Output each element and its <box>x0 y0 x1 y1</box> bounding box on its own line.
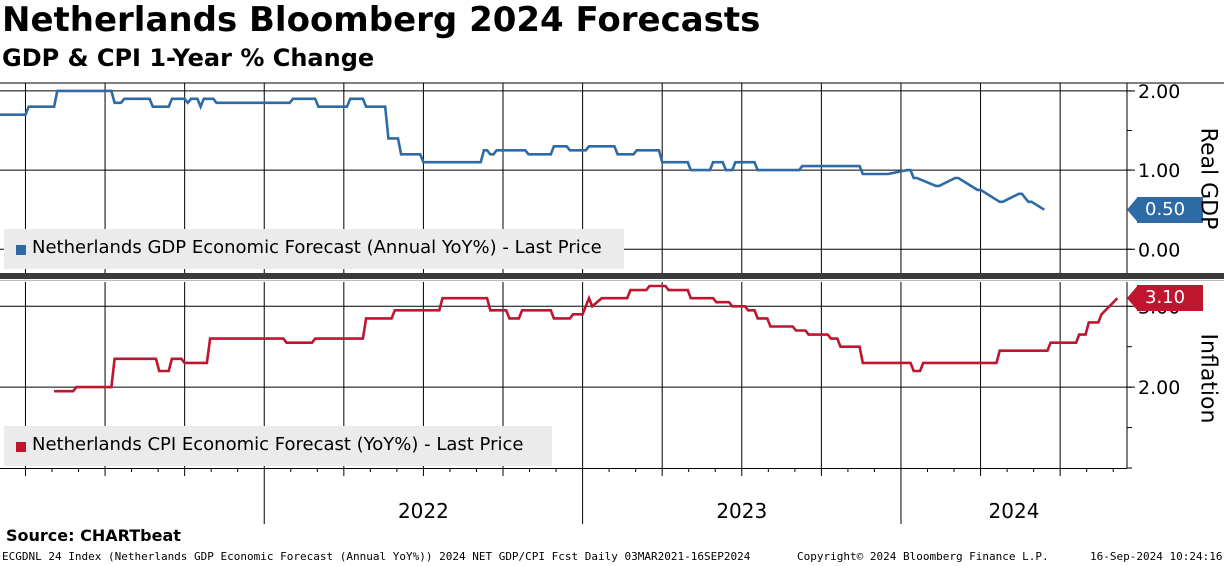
legend-gdp-label: Netherlands GDP Economic Forecast (Annua… <box>32 237 602 258</box>
legend-gdp-swatch <box>16 245 26 255</box>
x-year-label: 2023 <box>716 499 767 523</box>
chart-subtitle: GDP & CPI 1-Year % Change <box>2 44 375 72</box>
y-tick-label: 1.00 <box>1138 160 1180 182</box>
legend-cpi: Netherlands CPI Economic Forecast (YoY%)… <box>4 426 552 466</box>
gdp-axis-title: Real GDP <box>1195 127 1221 229</box>
panel-separator <box>0 273 1224 279</box>
gdp-series-line <box>0 89 1045 211</box>
footer-index-info: ECGDNL 24 Index (Netherlands GDP Economi… <box>2 550 751 563</box>
legend-gdp: Netherlands GDP Economic Forecast (Annua… <box>4 229 624 269</box>
last-value-arrow <box>1127 196 1138 223</box>
cpi-axis-title: Inflation <box>1195 333 1221 423</box>
legend-cpi-swatch <box>16 442 26 452</box>
last-value-arrow <box>1127 285 1138 312</box>
footer-copyright: Copyright© 2024 Bloomberg Finance L.P. <box>797 550 1049 563</box>
cpi-series-line <box>54 284 1119 393</box>
cpi-last-value-tag: 3.10 <box>1137 285 1203 312</box>
y-tick-label: 2.00 <box>1138 377 1180 399</box>
y-tick-label: 2.00 <box>1138 81 1180 103</box>
source-note: Source: CHARTbeat <box>6 526 181 545</box>
footer-timestamp: 16-Sep-2024 10:24:16 <box>1090 550 1223 563</box>
gdp-last-value-tag: 0.50 <box>1137 196 1203 223</box>
chart-title: Netherlands Bloomberg 2024 Forecasts <box>2 0 761 40</box>
y-tick-label: 0.00 <box>1138 239 1180 261</box>
x-year-label: 2022 <box>398 499 449 523</box>
legend-cpi-label: Netherlands CPI Economic Forecast (YoY%)… <box>32 434 524 455</box>
x-year-label: 2024 <box>989 499 1040 523</box>
